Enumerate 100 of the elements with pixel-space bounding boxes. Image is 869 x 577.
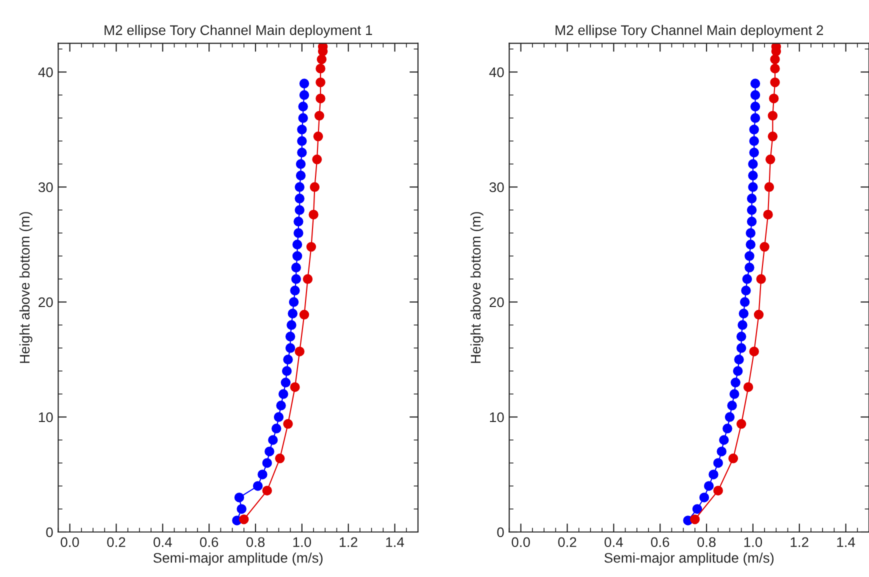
x-tick-label: 1.0 — [293, 537, 312, 548]
point — [299, 90, 310, 100]
point — [298, 113, 308, 123]
point — [297, 136, 307, 146]
point — [310, 182, 320, 192]
point — [719, 435, 729, 445]
point — [743, 382, 754, 392]
x-tick-label: 0.2 — [558, 537, 576, 548]
point — [264, 446, 274, 456]
chart-title: M2 ellipse Tory Channel Main deployment 1 — [104, 24, 372, 38]
point — [291, 274, 301, 284]
point — [765, 154, 776, 164]
point — [282, 366, 292, 376]
x-tick-label: 1.4 — [837, 537, 856, 547]
x-tick-label: 1.2 — [790, 537, 808, 547]
point — [272, 424, 282, 434]
point — [749, 124, 759, 134]
point — [764, 182, 774, 192]
x-tick-label: 0.0 — [512, 537, 530, 548]
point — [750, 113, 760, 123]
point — [768, 110, 778, 121]
point — [299, 78, 310, 88]
point — [756, 274, 766, 284]
point — [770, 64, 780, 74]
point — [722, 424, 732, 434]
point — [770, 78, 780, 88]
y-tick-label: 0 — [497, 527, 504, 538]
point — [294, 205, 304, 215]
point — [746, 216, 757, 226]
point — [736, 419, 746, 429]
point — [302, 274, 313, 284]
point — [299, 310, 310, 320]
point — [252, 481, 263, 491]
point — [306, 242, 316, 252]
y-tick-label: 30 — [38, 182, 53, 192]
x-tick-label: 0.4 — [604, 537, 623, 548]
point — [297, 148, 307, 158]
point — [749, 148, 759, 158]
y-tick-label: 30 — [489, 182, 504, 192]
y-tick-label: 0 — [46, 527, 53, 538]
point — [730, 378, 740, 388]
point — [316, 94, 326, 104]
point — [754, 310, 764, 320]
point — [283, 419, 293, 429]
point — [275, 454, 285, 464]
point — [741, 286, 751, 296]
point — [294, 182, 304, 192]
point — [288, 297, 299, 307]
point — [770, 54, 780, 64]
point — [292, 251, 302, 261]
point — [749, 136, 759, 146]
point — [314, 110, 324, 121]
point — [704, 481, 714, 491]
y-axis-title: Height above bottom (m) — [19, 212, 32, 363]
point — [763, 210, 773, 220]
point — [708, 470, 718, 480]
point — [727, 400, 737, 410]
point — [760, 242, 770, 252]
point — [690, 514, 700, 524]
point — [316, 64, 326, 74]
point — [730, 389, 740, 399]
point — [742, 274, 752, 284]
point — [748, 170, 758, 180]
point — [297, 124, 307, 134]
point — [716, 446, 726, 456]
point — [728, 454, 738, 464]
point — [290, 286, 300, 296]
point — [744, 251, 754, 261]
point — [748, 182, 758, 192]
x-axis-title: Semi-major amplitude (m/s) — [604, 552, 774, 566]
point — [294, 228, 304, 238]
point — [278, 389, 288, 399]
point — [312, 154, 322, 164]
point — [736, 343, 746, 353]
x-tick-label: 0.8 — [246, 537, 265, 548]
point — [749, 346, 759, 356]
point — [294, 346, 304, 356]
x-axis-title: Semi-major amplitude (m/s) — [153, 552, 323, 566]
point — [738, 308, 749, 318]
y-tick-label: 20 — [38, 297, 53, 308]
x-tick-label: 0.4 — [154, 537, 172, 548]
point — [285, 343, 296, 353]
point — [276, 400, 286, 410]
point — [750, 90, 760, 100]
point — [746, 194, 757, 204]
point — [736, 332, 746, 342]
x-tick-label: 1.4 — [386, 537, 404, 547]
point — [750, 78, 760, 88]
point — [746, 205, 757, 215]
point — [280, 378, 291, 388]
point — [750, 102, 760, 112]
point — [291, 262, 301, 272]
point — [296, 170, 306, 180]
point — [744, 262, 754, 272]
point — [740, 297, 750, 307]
point — [292, 240, 302, 250]
point — [733, 366, 743, 376]
x-tick-label: 0.6 — [200, 537, 218, 548]
point — [294, 194, 304, 204]
point — [234, 492, 244, 502]
